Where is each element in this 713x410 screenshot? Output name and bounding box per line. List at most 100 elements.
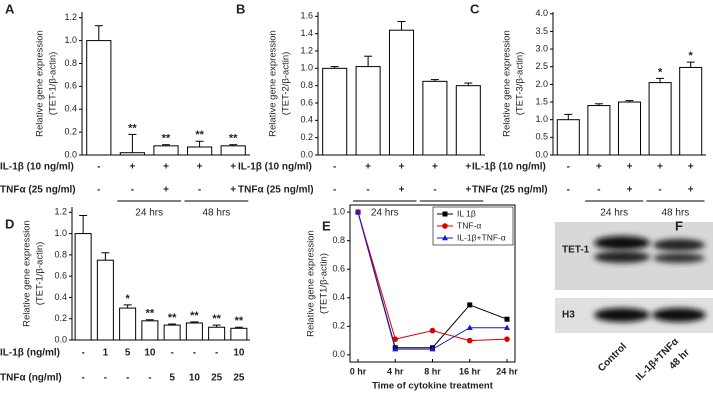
condition-value: - xyxy=(366,185,369,196)
marker xyxy=(429,327,436,334)
condition-value: + xyxy=(432,162,438,173)
y-tick-label: 0.2 xyxy=(332,321,345,331)
condition-value: - xyxy=(567,185,570,196)
condition-value: - xyxy=(567,162,570,173)
y-tick-label: 1.5 xyxy=(535,96,548,106)
y-tick-label: 0.6 xyxy=(332,264,345,274)
bar xyxy=(617,101,642,156)
bar xyxy=(119,152,145,156)
legend-label: IL-1β+TNF-α xyxy=(457,232,506,242)
condition-value: - xyxy=(131,185,134,196)
condition-value: + xyxy=(163,185,169,196)
condition-value: 5 xyxy=(169,373,175,384)
y-axis-label: Relative gene expression xyxy=(22,220,33,327)
x-tick-label: 24 hr xyxy=(496,366,518,376)
marker xyxy=(355,208,361,215)
bar xyxy=(679,66,703,156)
condition-value: - xyxy=(81,373,84,384)
bar xyxy=(355,66,381,156)
y-tick-label: 1.0 xyxy=(535,114,548,124)
condition-value: - xyxy=(97,185,100,196)
bar xyxy=(556,119,580,156)
y-tick-label: 0.4 xyxy=(54,292,67,302)
blot-row-label: H3 xyxy=(562,310,575,321)
y-axis-label: Relative gene expression xyxy=(306,230,317,337)
band xyxy=(652,308,706,322)
y-tick-label: 0.4 xyxy=(300,115,313,125)
condition-value: 10 xyxy=(189,373,201,384)
y-tick-label: 1.0 xyxy=(64,35,77,45)
condition-value: + xyxy=(688,185,694,196)
condition-value: + xyxy=(163,162,169,173)
condition-value: - xyxy=(215,348,218,359)
marker xyxy=(467,302,473,308)
marker xyxy=(466,337,473,344)
condition-value: 10 xyxy=(233,348,245,359)
condition-value: - xyxy=(104,373,107,384)
condition-value: 25 xyxy=(233,373,245,384)
y-tick-label: 0.2 xyxy=(64,126,77,136)
y-tick-label: 1.0 xyxy=(300,63,313,73)
y-axis-label: (TET-1/β-actin) xyxy=(48,52,59,116)
y-tick-label: 1.4 xyxy=(300,28,313,38)
marker xyxy=(442,211,448,217)
y-tick-label: 0.6 xyxy=(300,97,313,107)
annotation: ** xyxy=(212,313,221,325)
annotation: ** xyxy=(168,312,177,324)
annotation: ** xyxy=(162,133,171,145)
marker xyxy=(504,336,510,342)
condition-label: TNFα (25 ng/ml) xyxy=(472,185,548,196)
marker xyxy=(392,345,399,352)
panel-letter: A xyxy=(5,1,15,16)
bar xyxy=(141,320,159,341)
y-tick-label: 0.6 xyxy=(54,271,67,281)
condition-value: - xyxy=(97,162,100,173)
y-axis-label: Relative gene expression xyxy=(268,30,279,137)
x-tick-label: 4 hr xyxy=(387,366,404,376)
y-tick-label: 3.0 xyxy=(535,43,548,53)
condition-value: - xyxy=(433,185,436,196)
marker xyxy=(442,234,448,241)
band xyxy=(594,236,650,250)
annotation: ** xyxy=(235,315,244,327)
bar xyxy=(74,233,92,341)
y-axis-label: (TET-3/β-actin) xyxy=(515,52,526,116)
condition-value: + xyxy=(627,185,633,196)
band xyxy=(653,239,705,251)
bar xyxy=(185,322,203,341)
annotation: ** xyxy=(190,310,199,322)
annotation: * xyxy=(125,293,130,305)
condition-value: + xyxy=(465,162,471,173)
condition-value: - xyxy=(597,185,600,196)
panel-letter: D xyxy=(5,216,14,231)
bar xyxy=(322,67,348,156)
condition-value: + xyxy=(129,162,135,173)
y-tick-label: 1.2 xyxy=(300,45,313,55)
condition-value: 25 xyxy=(211,373,223,384)
y-axis-label: (TET-1/β-actin) xyxy=(35,242,46,306)
bar xyxy=(96,259,114,341)
marker xyxy=(504,316,510,322)
condition-value: - xyxy=(170,348,173,359)
condition-value: 5 xyxy=(125,348,131,359)
condition-value: - xyxy=(198,185,201,196)
condition-value: - xyxy=(81,348,84,359)
condition-value: + xyxy=(657,162,663,173)
condition-value: + xyxy=(596,162,602,173)
bar xyxy=(648,82,672,156)
legend-label: TNF-α xyxy=(457,220,481,230)
x-tick-label: 8 hr xyxy=(424,366,441,376)
condition-value: - xyxy=(333,162,336,173)
y-tick-label: 2.0 xyxy=(535,79,548,89)
condition-value: + xyxy=(465,185,471,196)
y-axis-label: Relative gene expression xyxy=(502,30,513,137)
legend-label: IL 1β xyxy=(457,208,476,218)
x-tick-label: 0 hr xyxy=(350,366,367,376)
panel-letter: F xyxy=(675,218,683,233)
marker xyxy=(466,324,473,330)
condition-label: IL-1β (10 ng/ml) xyxy=(472,162,546,173)
bar xyxy=(587,105,611,156)
x-axis-label: Time of cytokine treatment xyxy=(372,381,494,392)
band xyxy=(594,308,650,322)
